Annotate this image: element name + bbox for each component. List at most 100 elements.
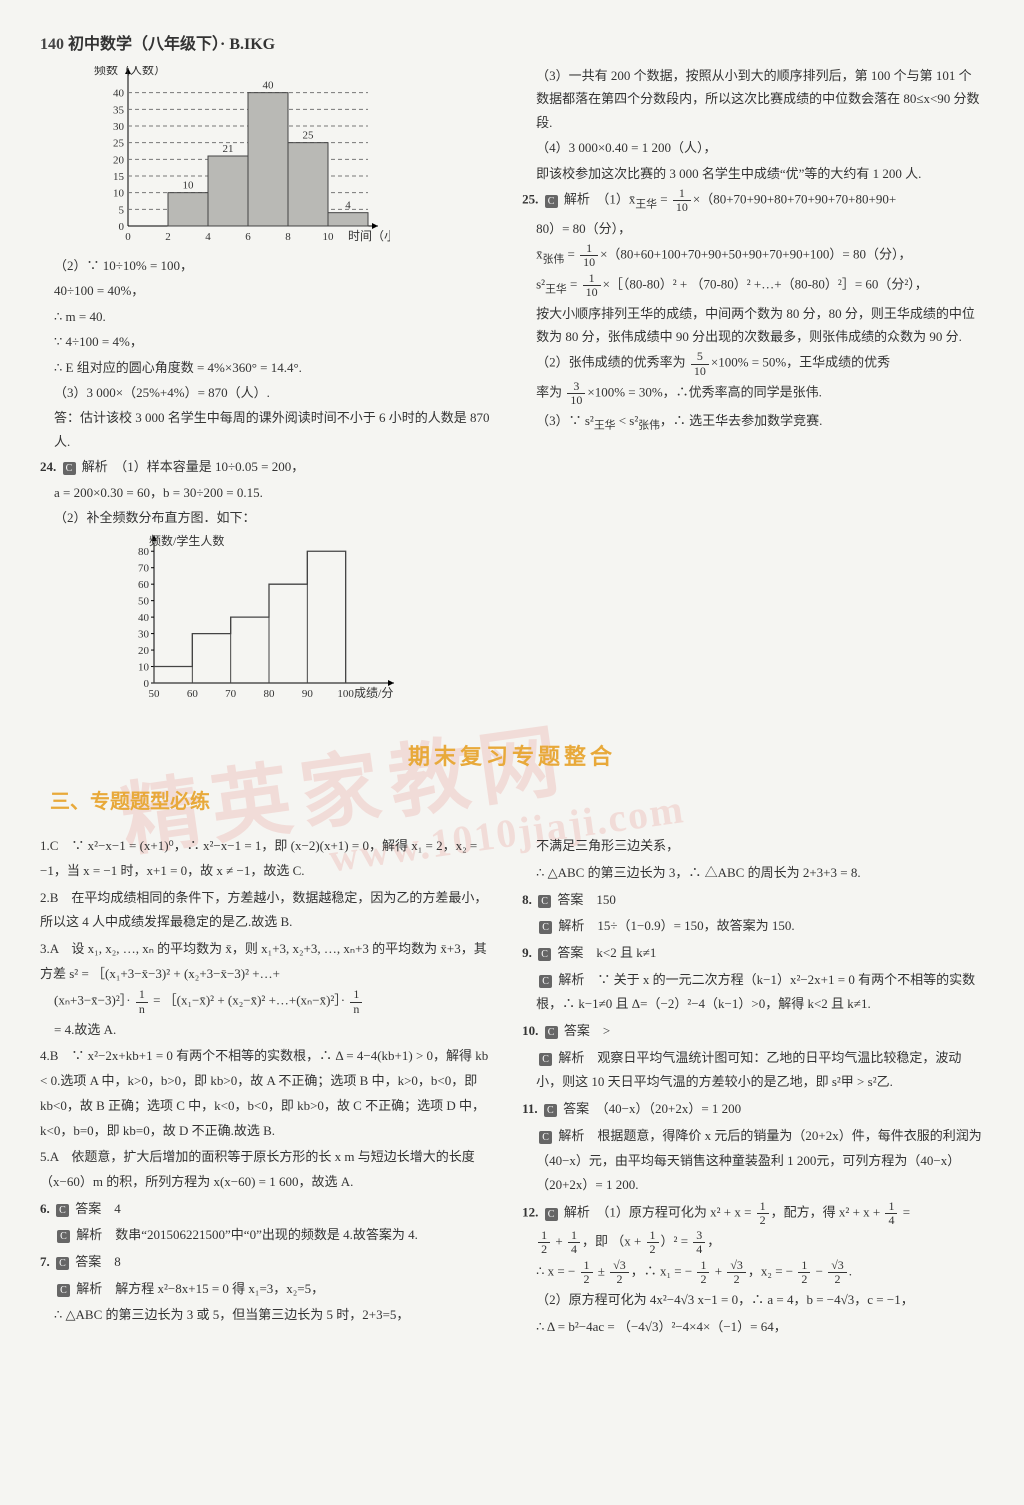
fraction: 14: [885, 1200, 897, 1227]
subscript: 张伟: [543, 253, 565, 265]
svg-text:25: 25: [113, 138, 125, 150]
question-number: 7.: [40, 1254, 50, 1269]
subscript: 王华: [594, 420, 616, 432]
svg-text:4: 4: [205, 231, 211, 243]
text-line: 不满足三角形三边关系，: [536, 834, 984, 859]
svg-text:时间（小时）: 时间（小时）: [348, 229, 390, 243]
text-line: =: [567, 277, 581, 292]
answer-label: 答案: [563, 1101, 589, 1116]
text-line: 率为: [536, 384, 565, 399]
text-line: （3）3 000×（25%+4%）= 870（人）.: [54, 381, 492, 404]
text-line: −: [812, 1263, 826, 1278]
text-line: 40÷100 = 40%，: [54, 279, 492, 302]
svg-text:10: 10: [113, 188, 125, 200]
fraction: 1n: [136, 988, 148, 1015]
text-line: ×100% = 50%，王华成绩的优秀: [711, 355, 890, 370]
text-line: （2）张伟成绩的优秀率为: [536, 355, 689, 370]
question-number: 9.: [522, 945, 532, 960]
fraction: √32: [610, 1259, 629, 1286]
text-line: 5.A 依题意，扩大后增加的面积等于原长方形的长 x m 与短边长增大的长度（x…: [40, 1145, 492, 1194]
analysis-label: 解析: [558, 1128, 584, 1143]
fraction: 310: [567, 380, 585, 407]
analysis-icon: C: [545, 1208, 558, 1221]
subscript: 王华: [635, 198, 657, 210]
answer-value: >: [590, 1023, 610, 1038]
svg-text:90: 90: [302, 688, 314, 700]
analysis-icon: C: [57, 1230, 70, 1243]
text-line: (xₙ+3−x̄−3)²］·: [54, 993, 134, 1008]
text-line: ∴ m = 40.: [54, 305, 492, 328]
text-line: 答：估计该校 3 000 名学生中每周的课外阅读时间不小于 6 小时的人数是 8…: [54, 406, 492, 453]
text-line: =: [677, 1234, 691, 1249]
text-line: = ［(x₁−x̄)² + (x₂−x̄)² +…+(xₙ−x̄)²］·: [150, 993, 349, 1008]
fraction: √32: [727, 1259, 746, 1286]
fraction: 110: [673, 187, 691, 214]
analysis-icon: C: [539, 1131, 552, 1144]
answer-icon: C: [538, 948, 551, 961]
text-line: （3）一共有 200 个数据，按照从小到大的顺序排列后，第 100 个与第 10…: [536, 64, 984, 134]
svg-text:70: 70: [225, 688, 237, 700]
svg-text:30: 30: [113, 121, 125, 133]
text-line: 3.A 设 x₁, x₂, …, xₙ 的平均数为 x̄，则 x₁+3, x₂+…: [40, 937, 492, 986]
text-line: ∴ Δ = b²−4ac = （−4√3）²−4×4×（−1）= 64，: [536, 1315, 984, 1340]
fraction: 510: [691, 350, 709, 377]
svg-text:40: 40: [138, 612, 150, 624]
fraction: 14: [568, 1229, 580, 1256]
svg-text:成绩/分: 成绩/分: [354, 686, 393, 700]
text-line: （2）∵ 10÷10% = 100，: [54, 254, 492, 277]
answer-icon: C: [56, 1257, 69, 1270]
text-line: ∴ △ABC 的第三边长为 3，∴ △ABC 的周长为 2+3+3 = 8.: [536, 861, 984, 886]
svg-text:40: 40: [263, 80, 275, 92]
answer-label: 答案: [564, 1023, 590, 1038]
answer-label: 答案: [75, 1201, 101, 1216]
page-header: 140 初中数学（八年级下）· B.IKG: [40, 30, 984, 54]
page-number: 140: [40, 36, 64, 53]
text-line: 1.C ∵ x²−x−1 = (x+1)⁰，∴ x²−x−1 = 1，即 (x−…: [40, 834, 492, 883]
text-line: s²: [536, 277, 545, 292]
analysis-icon: C: [539, 1053, 552, 1066]
analysis-icon: C: [539, 975, 552, 988]
text-line: ∵ 4÷100 = 4%，: [54, 330, 492, 353]
svg-text:2: 2: [165, 231, 171, 243]
text-line: （2）补全频数分布直方图．如下：: [54, 506, 492, 529]
fraction: 12: [581, 1259, 593, 1286]
text-line: 15÷（1−0.9）= 150，故答案为 150.: [584, 918, 794, 933]
text-line: （3）∵ s²: [536, 413, 594, 428]
text-line: ，∴ x₁ = −: [631, 1263, 696, 1278]
answer-value: 8: [101, 1254, 121, 1269]
question-number: 10.: [522, 1023, 538, 1038]
analysis-label: 解析: [558, 1050, 584, 1065]
text-line: ∴ △ABC 的第三边长为 3 或 5，但当第三边长为 5 时，2+3=5，: [54, 1303, 492, 1328]
svg-text:25: 25: [303, 130, 315, 142]
question-number: 24.: [40, 459, 56, 474]
subscript: 张伟: [638, 420, 660, 432]
answer-value: （40−x）（20+2x）= 1 200: [589, 1101, 741, 1116]
text-line: ，∴ 选王华去参加数学竞赛.: [660, 413, 823, 428]
fraction: 12: [697, 1259, 709, 1286]
svg-text:8: 8: [285, 231, 291, 243]
svg-text:80: 80: [138, 547, 150, 559]
svg-text:0: 0: [119, 221, 125, 233]
svg-text:20: 20: [113, 154, 125, 166]
text-line: ×［（80-80）² + （70-80）² +…+（80-80）²］= 60（分…: [603, 277, 928, 292]
text-line: 根据题意，得降价 x 元后的销量为（20+2x）件，每件衣服的利润为（40−x）…: [536, 1128, 982, 1192]
analysis-label: 解析: [558, 972, 584, 987]
svg-text:60: 60: [138, 579, 150, 591]
text-line: +: [552, 1234, 566, 1249]
analysis-icon: C: [63, 462, 76, 475]
text-line: ∵ 关于 x 的一元二次方程（k−1）x²−2x+1 = 0 有两个不相等的实数…: [536, 972, 975, 1012]
text-line: （2）原方程可化为 4x²−4√3 x−1 = 0，∴ a = 4，b = −4…: [536, 1288, 984, 1313]
text-line: ，配方，得 x² + x +: [771, 1205, 884, 1220]
svg-text:频数（人数）: 频数（人数）: [94, 66, 166, 77]
svg-text:70: 70: [138, 563, 150, 575]
analysis-label: 解析: [76, 1281, 102, 1296]
svg-text:80: 80: [264, 688, 276, 700]
text-line: = 4.故选 A.: [54, 1018, 492, 1043]
svg-text:20: 20: [138, 645, 150, 657]
text-line: 4.B ∵ x²−2x+kb+1 = 0 有两个不相等的实数根，∴ Δ = 4−…: [40, 1044, 492, 1143]
analysis-label: 解析: [558, 918, 584, 933]
svg-text:60: 60: [187, 688, 199, 700]
svg-text:10: 10: [183, 180, 195, 192]
fraction: √32: [828, 1259, 847, 1286]
text-line: 解析 （1）样本容量是 10÷0.05 = 200，: [82, 459, 304, 474]
